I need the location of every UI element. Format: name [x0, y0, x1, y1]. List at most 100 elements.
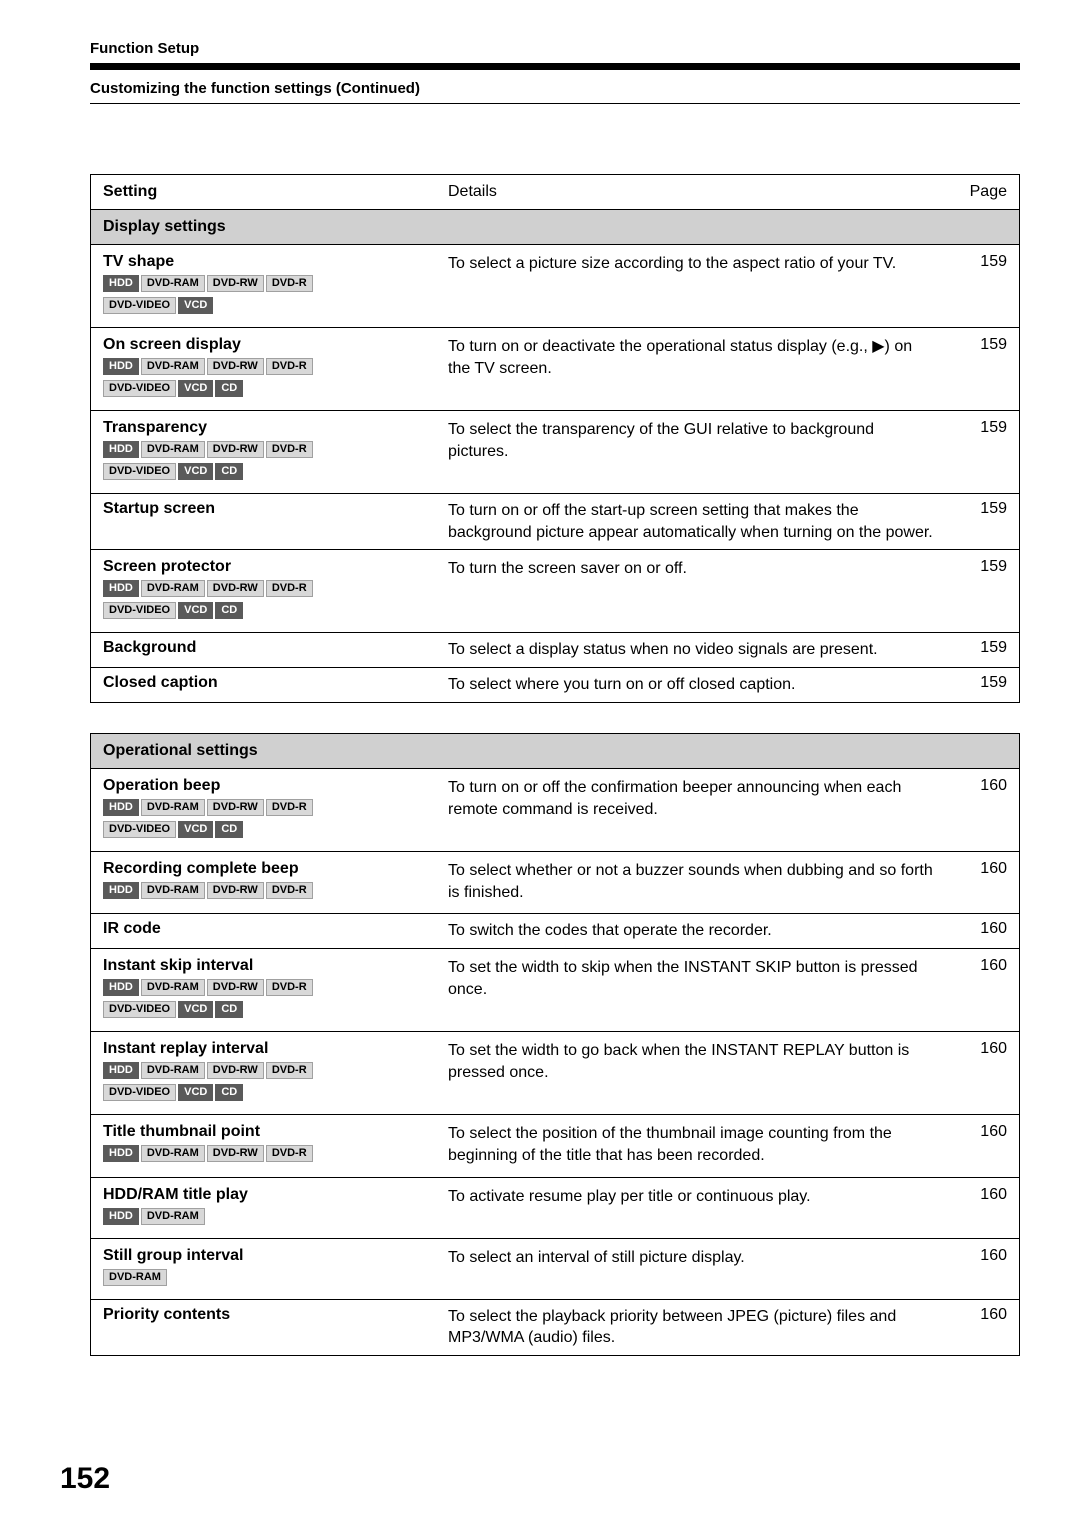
setting-cell: IR code — [103, 920, 448, 942]
page-cell: 160 — [947, 1247, 1007, 1289]
badge-row: HDDDVD-RAMDVD-RWDVD-R — [103, 441, 448, 461]
media-badge: DVD-RAM — [141, 580, 205, 597]
details-cell: To select where you turn on or off close… — [448, 674, 947, 696]
details-cell: To select the playback priority between … — [448, 1306, 947, 1349]
badge-row: HDDDVD-RAM — [103, 1208, 448, 1228]
media-badge: VCD — [178, 1084, 213, 1101]
table-row: Instant replay intervalHDDDVD-RAMDVD-RWD… — [91, 1032, 1019, 1115]
media-badge: DVD-VIDEO — [103, 602, 176, 619]
media-badge: DVD-R — [266, 979, 313, 996]
page-cell: 159 — [947, 558, 1007, 622]
media-badge: HDD — [103, 979, 139, 996]
media-badge: DVD-RW — [207, 580, 264, 597]
media-badge: DVD-RAM — [141, 441, 205, 458]
media-badge: DVD-RAM — [141, 358, 205, 375]
media-badge: DVD-VIDEO — [103, 463, 176, 480]
details-cell: To set the width to skip when the INSTAN… — [448, 957, 947, 1021]
header-details: Details — [448, 183, 947, 201]
table-row: BackgroundTo select a display status whe… — [91, 633, 1019, 668]
details-cell: To select whether or not a buzzer sounds… — [448, 860, 947, 903]
media-badge: HDD — [103, 441, 139, 458]
setting-name: Screen protector — [103, 558, 448, 576]
media-badge: CD — [215, 821, 243, 838]
page-number: 152 — [60, 1462, 110, 1496]
media-badge: DVD-RW — [207, 275, 264, 292]
divider-bar — [90, 63, 1020, 70]
media-badge: DVD-RAM — [141, 1208, 205, 1225]
setting-name: Priority contents — [103, 1306, 448, 1324]
media-badge: HDD — [103, 1062, 139, 1079]
media-badge: DVD-RW — [207, 1145, 264, 1162]
table-row: Recording complete beepHDDDVD-RAMDVD-RWD… — [91, 852, 1019, 914]
setting-name: Instant replay interval — [103, 1040, 448, 1058]
badge-row: DVD-VIDEOVCD — [103, 297, 448, 317]
media-badge: VCD — [178, 297, 213, 314]
media-badge: DVD-R — [266, 580, 313, 597]
table-row: TV shapeHDDDVD-RAMDVD-RWDVD-RDVD-VIDEOVC… — [91, 245, 1019, 328]
breadcrumb: Function Setup — [90, 40, 1020, 57]
media-badge: DVD-RAM — [141, 882, 205, 899]
media-badge: DVD-R — [266, 441, 313, 458]
setting-cell: Operation beepHDDDVD-RAMDVD-RWDVD-RDVD-V… — [103, 777, 448, 841]
header-setting: Setting — [103, 183, 448, 201]
table-row: Still group intervalDVD-RAMTo select an … — [91, 1239, 1019, 1300]
page-header: Function Setup Customizing the function … — [90, 40, 1020, 104]
media-badge: DVD-R — [266, 1062, 313, 1079]
header-page: Page — [947, 183, 1007, 201]
details-cell: To turn on or off the start-up screen se… — [448, 500, 947, 543]
media-badge: DVD-R — [266, 799, 313, 816]
table-row: Screen protectorHDDDVD-RAMDVD-RWDVD-RDVD… — [91, 550, 1019, 633]
table-row: On screen display HDDDVD-RAMDVD-RWDVD-R DV… — [91, 328, 1019, 411]
setting-name: Background — [103, 639, 448, 657]
setting-cell: Priority contents — [103, 1306, 448, 1349]
badge-row: HDDDVD-RAMDVD-RWDVD-R — [103, 275, 448, 295]
table-row: Instant skip intervalHDDDVD-RAMDVD-RWDVD… — [91, 949, 1019, 1032]
setting-name: On screen display — [103, 336, 448, 354]
settings-table: Operational settingsOperation beepHDDDVD… — [90, 733, 1020, 1356]
setting-cell: TV shapeHDDDVD-RAMDVD-RWDVD-RDVD-VIDEOVC… — [103, 253, 448, 317]
setting-cell: Recording complete beepHDDDVD-RAMDVD-RWD… — [103, 860, 448, 903]
media-badge: DVD-VIDEO — [103, 297, 176, 314]
setting-cell: Screen protectorHDDDVD-RAMDVD-RWDVD-RDVD… — [103, 558, 448, 622]
media-badge: DVD-RW — [207, 799, 264, 816]
details-cell: To turn on or deactivate the operational… — [448, 336, 947, 400]
details-cell: To select an interval of still picture d… — [448, 1247, 947, 1289]
media-badge: CD — [215, 1084, 243, 1101]
page-cell: 159 — [947, 674, 1007, 696]
media-badge: DVD-RAM — [141, 799, 205, 816]
setting-cell: On screen display HDDDVD-RAMDVD-RWDVD-R DV… — [103, 336, 448, 400]
media-badge: DVD-RW — [207, 358, 264, 375]
media-badge: DVD-R — [266, 882, 313, 899]
media-badge: DVD-RW — [207, 979, 264, 996]
setting-name: HDD/RAM title play — [103, 1186, 448, 1204]
setting-name: Still group interval — [103, 1247, 448, 1265]
details-cell: To select the position of the thumbnail … — [448, 1123, 947, 1166]
table-row: IR codeTo switch the codes that operate … — [91, 914, 1019, 949]
table-row: HDD/RAM title playHDDDVD-RAMTo activate … — [91, 1178, 1019, 1239]
badge-row: DVD-VIDEOVCDCD — [103, 380, 448, 400]
media-badge: DVD-R — [266, 358, 313, 375]
table-row: Operation beepHDDDVD-RAMDVD-RWDVD-RDVD-V… — [91, 769, 1019, 852]
media-badge: DVD-VIDEO — [103, 1001, 176, 1018]
media-badge: VCD — [178, 1001, 213, 1018]
media-badge: CD — [215, 463, 243, 480]
badge-row: HDDDVD-RAMDVD-RWDVD-R — [103, 580, 448, 600]
setting-name: Instant skip interval — [103, 957, 448, 975]
media-badge: VCD — [178, 821, 213, 838]
setting-cell: Title thumbnail pointHDDDVD-RAMDVD-RWDVD… — [103, 1123, 448, 1166]
page-cell: 159 — [947, 336, 1007, 400]
media-badge: CD — [215, 380, 243, 397]
media-badge: HDD — [103, 358, 139, 375]
media-badge: DVD-VIDEO — [103, 1084, 176, 1101]
badge-row: DVD-VIDEOVCDCD — [103, 821, 448, 841]
setting-cell: TransparencyHDDDVD-RAMDVD-RWDVD-RDVD-VID… — [103, 419, 448, 483]
media-badge: DVD-RW — [207, 1062, 264, 1079]
badge-row: HDDDVD-RAMDVD-RWDVD-R — [103, 1145, 448, 1165]
page-cell: 159 — [947, 419, 1007, 483]
media-badge: DVD-VIDEO — [103, 821, 176, 838]
media-badge: VCD — [178, 463, 213, 480]
setting-name: Recording complete beep — [103, 860, 448, 878]
page-cell: 160 — [947, 777, 1007, 841]
media-badge: HDD — [103, 799, 139, 816]
page-cell: 160 — [947, 1040, 1007, 1104]
